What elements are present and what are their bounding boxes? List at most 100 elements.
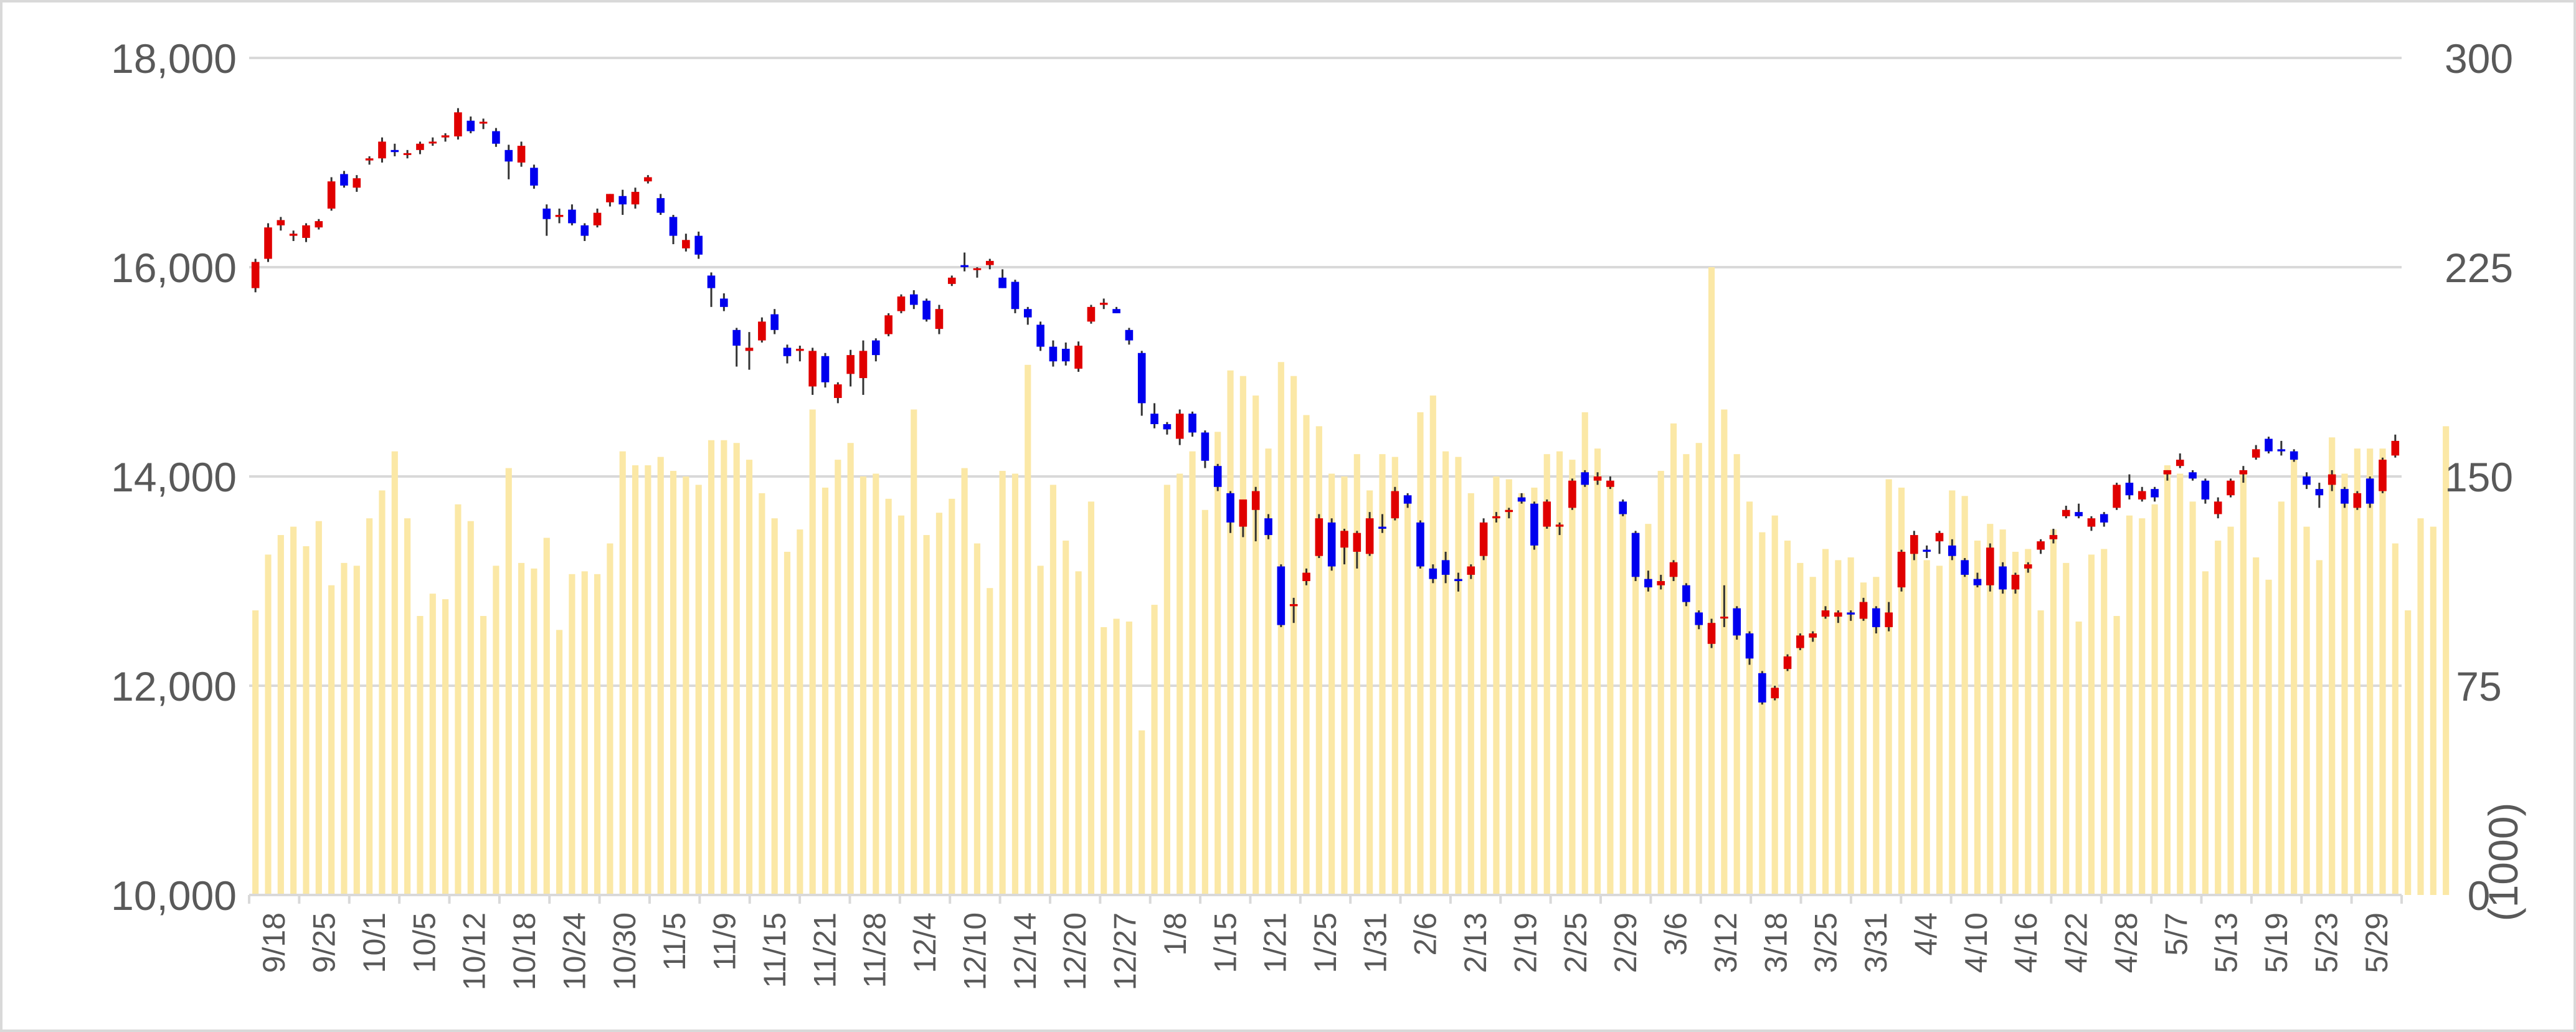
candle bbox=[1289, 597, 1298, 623]
volume-bar bbox=[1885, 479, 1892, 895]
candle bbox=[1923, 545, 1931, 559]
candle bbox=[732, 328, 741, 367]
candle-body bbox=[644, 177, 652, 182]
volume-bar bbox=[1265, 448, 1272, 895]
volume-bar bbox=[1087, 501, 1094, 895]
candle-body bbox=[1834, 612, 1842, 617]
candle-body bbox=[365, 158, 374, 161]
candle bbox=[1315, 514, 1324, 559]
volume-bar bbox=[1290, 376, 1297, 895]
candle-body bbox=[1935, 533, 1944, 542]
volume-bar bbox=[2202, 571, 2209, 895]
candle-body bbox=[2379, 460, 2387, 491]
candle bbox=[1492, 512, 1500, 523]
candle-body bbox=[2151, 489, 2159, 498]
volume-bar bbox=[379, 490, 386, 895]
volume-bar bbox=[341, 562, 348, 895]
candle bbox=[656, 194, 665, 215]
candle bbox=[542, 204, 551, 236]
right-y-tick-label: 0 bbox=[2468, 873, 2491, 919]
candle-body bbox=[1897, 551, 1906, 588]
volume-bar bbox=[2341, 473, 2348, 895]
volume-bar bbox=[442, 599, 449, 895]
volume-bar bbox=[619, 451, 626, 895]
volume-bar bbox=[1505, 479, 1512, 895]
candle-body bbox=[1885, 612, 1893, 627]
candle-body bbox=[960, 265, 968, 267]
candle-body bbox=[872, 340, 880, 356]
x-tick-label: 3/6 bbox=[1659, 912, 1693, 956]
candle bbox=[682, 234, 690, 252]
candle-body bbox=[2087, 518, 2096, 527]
candle-body bbox=[656, 198, 665, 213]
candle bbox=[1961, 558, 1969, 577]
candle-body bbox=[1137, 353, 1146, 404]
volume-bar bbox=[708, 440, 715, 895]
x-tick-label: 4/4 bbox=[1908, 912, 1943, 956]
volume-bar bbox=[1987, 524, 1994, 895]
volume-bar bbox=[1480, 526, 1487, 895]
x-tick-label: 4/22 bbox=[2059, 912, 2094, 973]
candle bbox=[1391, 486, 1399, 521]
volume-bar bbox=[1822, 549, 1829, 895]
candle bbox=[1669, 560, 1678, 581]
candle-body bbox=[1099, 303, 1108, 305]
candle bbox=[327, 177, 336, 211]
volume-bar bbox=[1759, 532, 1766, 895]
volume-bar bbox=[1366, 490, 1373, 895]
candle-body bbox=[2138, 491, 2146, 499]
volume-bar bbox=[859, 476, 867, 895]
volume-bar bbox=[2316, 560, 2323, 895]
volume-bar bbox=[1949, 490, 1956, 895]
candle-body bbox=[429, 141, 437, 144]
candle-body bbox=[1505, 509, 1513, 513]
candle-body bbox=[530, 168, 538, 186]
volume-bar bbox=[290, 526, 297, 895]
candle-body bbox=[517, 146, 526, 163]
volume-bar bbox=[1353, 454, 1360, 895]
candle bbox=[1644, 570, 1652, 592]
x-tick-label: 10/30 bbox=[607, 912, 642, 990]
volume-bar bbox=[1670, 423, 1677, 895]
candle bbox=[517, 141, 526, 167]
candle-body bbox=[466, 120, 475, 131]
volume-bar bbox=[505, 468, 512, 895]
volume-bar bbox=[1341, 476, 1348, 895]
candle bbox=[1327, 518, 1336, 571]
volume-bar bbox=[2278, 501, 2285, 895]
candle bbox=[1872, 606, 1880, 633]
candle bbox=[2113, 483, 2121, 510]
volume-bar bbox=[2075, 621, 2082, 895]
volume-bar bbox=[1936, 566, 1943, 895]
candle-body bbox=[2201, 480, 2210, 499]
candle bbox=[1416, 520, 1424, 569]
candle-body bbox=[846, 355, 855, 374]
volume-bar bbox=[1011, 473, 1019, 895]
candle-body bbox=[2265, 438, 2273, 452]
candle-body bbox=[998, 277, 1006, 288]
candle bbox=[1517, 493, 1526, 504]
candle-body bbox=[2189, 472, 2197, 479]
candle bbox=[2277, 440, 2286, 456]
volume-bar bbox=[252, 610, 259, 895]
candle bbox=[631, 187, 640, 209]
candle bbox=[1479, 518, 1488, 561]
volume-bar bbox=[670, 471, 677, 895]
volume-bar bbox=[822, 487, 829, 895]
candle-body bbox=[2125, 483, 2134, 496]
candle bbox=[1910, 531, 1918, 561]
candle bbox=[416, 141, 424, 154]
candle-body bbox=[2024, 564, 2032, 569]
candle bbox=[1885, 602, 1893, 632]
candle bbox=[2151, 486, 2159, 502]
volume-bar bbox=[1911, 543, 1918, 895]
candle bbox=[1353, 531, 1361, 569]
volume-bar bbox=[1303, 415, 1310, 895]
volume-bar bbox=[923, 535, 930, 895]
x-tick-label: 3/25 bbox=[1809, 912, 1844, 973]
candle-body bbox=[1581, 472, 1589, 485]
candle bbox=[2138, 486, 2146, 502]
volume-bar bbox=[467, 521, 474, 895]
volume-bar bbox=[594, 574, 601, 895]
left-y-tick-label: 16,000 bbox=[111, 245, 237, 291]
